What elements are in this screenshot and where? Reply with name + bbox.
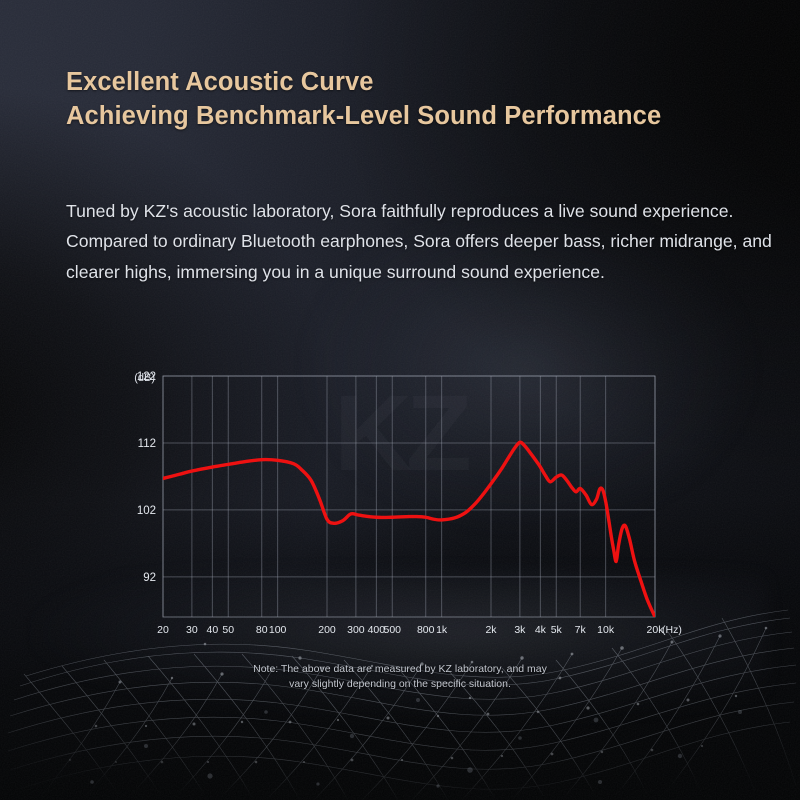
headline-line-2: Achieving Benchmark-Level Sound Performa… (66, 101, 662, 130)
chart-note-line-1: Note: The above data are measured by KZ … (253, 663, 547, 675)
chart-note-line-2: vary slightly depending on the specific … (289, 678, 511, 691)
body-paragraph: Tuned by KZ's acoustic laboratory, Sora … (66, 200, 772, 283)
headline-line-1: Excellent Acoustic Curve (66, 68, 374, 96)
chart-note: Note: The above data are measured by KZ … (0, 662, 800, 692)
headline-block: Excellent Acoustic Curve Achieving Bench… (66, 66, 766, 133)
